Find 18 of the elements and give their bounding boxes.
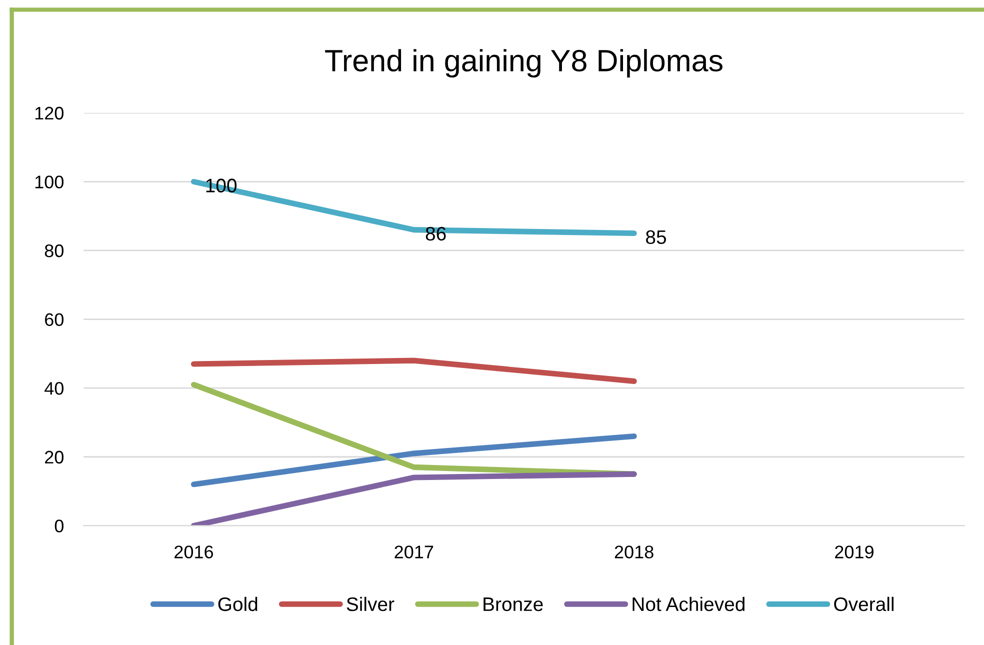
- legend-label: Overall: [834, 596, 894, 612]
- y-tick-label: 0: [54, 520, 64, 532]
- x-tick-label: 2016: [174, 546, 214, 558]
- y-tick-label: 100: [35, 176, 64, 188]
- x-tick-label: 2019: [835, 546, 874, 558]
- data-label: 85: [646, 230, 666, 244]
- chart-title: Trend in gaining Y8 Diplomas: [325, 49, 722, 78]
- legend-label: Not Achieved: [632, 596, 744, 612]
- y-tick-label: 120: [35, 106, 64, 120]
- legend-label: Silver: [346, 596, 394, 612]
- x-tick-label: 2017: [394, 546, 434, 558]
- x-tick-label: 2018: [614, 546, 654, 558]
- y-tick-label: 20: [45, 450, 64, 464]
- y-tick-label: 40: [44, 382, 64, 395]
- y-tick-label: 80: [44, 244, 64, 258]
- y-tick-label: 60: [45, 313, 64, 326]
- legend-label: Gold: [218, 596, 258, 612]
- legend-label: Bronze: [484, 598, 543, 612]
